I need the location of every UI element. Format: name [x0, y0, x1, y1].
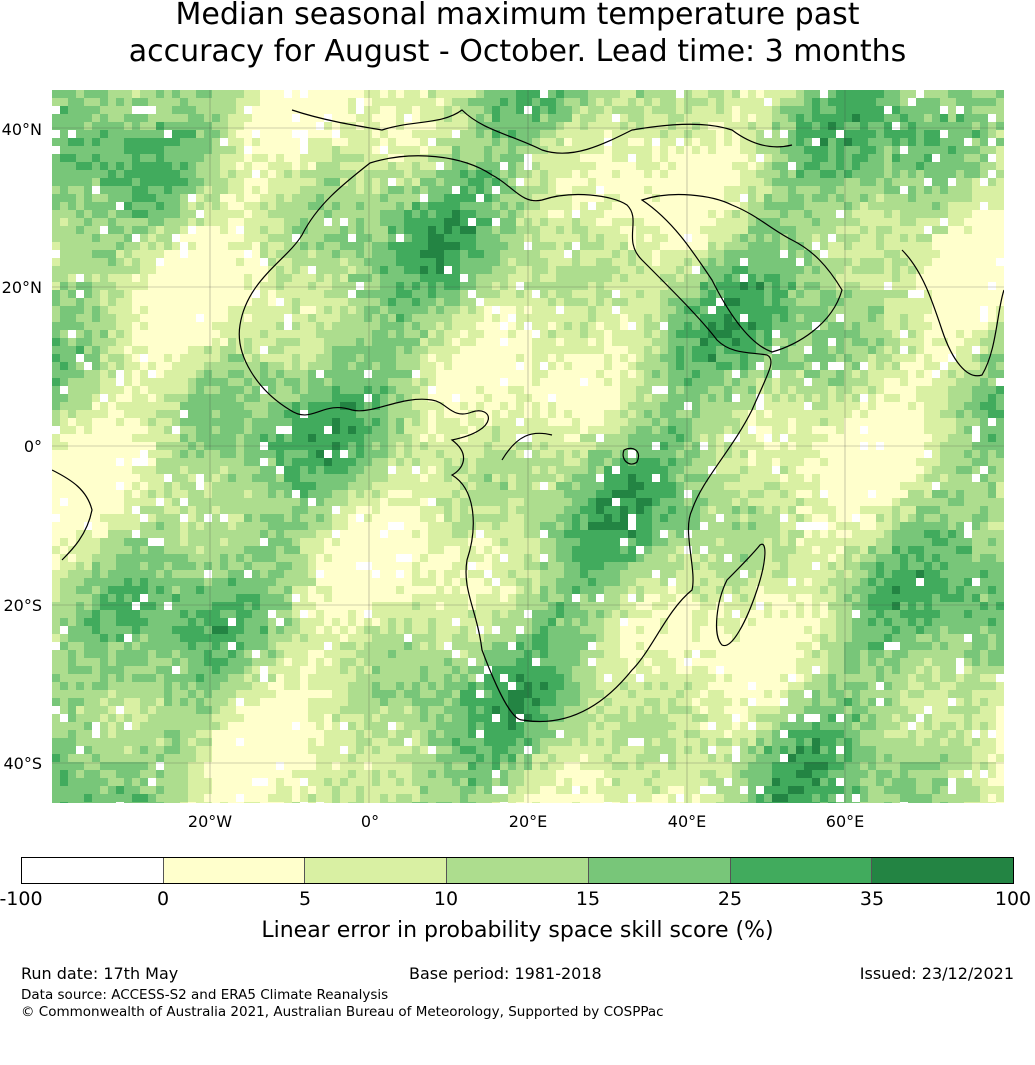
lon-label-20w: 20°W [187, 812, 233, 831]
map-title-line-2: accuracy for August - October. Lead time… [128, 34, 907, 69]
colorbar-segment [305, 858, 448, 883]
colorbar-segment [588, 858, 731, 883]
colorbar-tick: -100 [0, 888, 43, 910]
colorbar-segment [447, 858, 589, 883]
lake-victoria-coastline [622, 447, 640, 465]
copyright: © Commonwealth of Australia 2021, Austra… [21, 1004, 664, 1020]
europe-coastline [291, 109, 793, 154]
lon-label-20e: 20°E [508, 812, 548, 831]
lat-label-40n: 40°N [1, 120, 42, 139]
congo-river [501, 432, 553, 461]
map-gridlines [52, 90, 1004, 803]
colorbar-tick: 35 [859, 888, 885, 910]
map-canvas [52, 90, 1004, 803]
base-period: Base period: 1981-2018 [409, 964, 602, 983]
lat-label-0: 0° [23, 437, 42, 456]
colorbar-segment [22, 858, 164, 883]
colorbar-tick: 10 [433, 888, 459, 910]
run-date: Run date: 17th May [21, 964, 179, 983]
lon-label-40e: 40°E [667, 812, 707, 831]
madagascar-coastline [716, 543, 766, 647]
lat-label-20n: 20°N [1, 278, 42, 297]
lon-label-0: 0° [360, 812, 380, 831]
colorbar-tick: 100 [994, 888, 1032, 910]
arabian-peninsula-coastline [640, 193, 843, 353]
lon-label-60e: 60°E [825, 812, 865, 831]
colorbar-tick: 25 [717, 888, 743, 910]
colorbar-label: Linear error in probability space skill … [261, 918, 774, 943]
colorbar-tick: 5 [298, 888, 312, 910]
colorbar-segment [872, 858, 1014, 883]
coastlines [52, 109, 1004, 723]
issued-date: Issued: 23/12/2021 [859, 964, 1014, 983]
south-america-coastline [52, 469, 93, 561]
india-coastline [901, 249, 1004, 377]
map-title-line-1: Median seasonal maximum temperature past [175, 0, 860, 32]
data-source: Data source: ACCESS-S2 and ERA5 Climate … [21, 987, 389, 1003]
skill-score-map [52, 90, 1004, 803]
colorbar-tick: 15 [575, 888, 601, 910]
lat-label-20s: 20°S [3, 596, 42, 615]
colorbar-tick: 0 [156, 888, 170, 910]
africa-coastline [238, 155, 772, 723]
colorbar-segment [730, 858, 873, 883]
colorbar-segment [163, 858, 306, 883]
lat-label-40s: 40°S [3, 754, 42, 773]
colorbar [21, 857, 1014, 884]
